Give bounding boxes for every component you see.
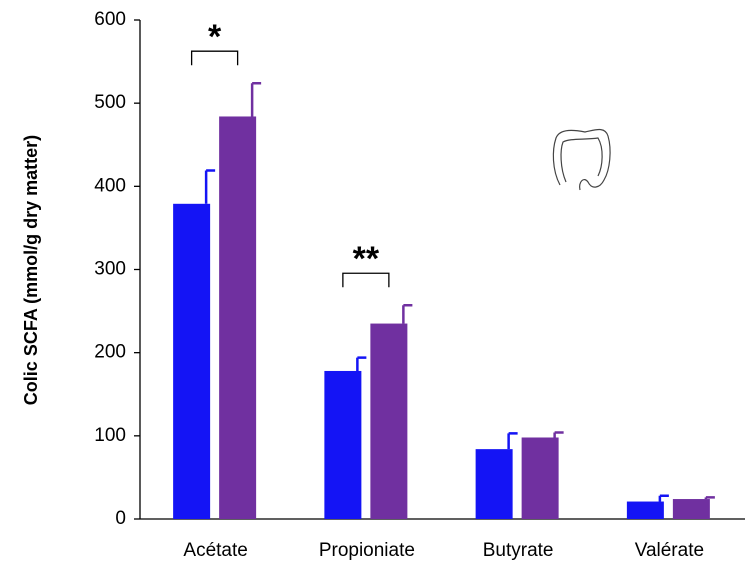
bar — [521, 437, 559, 519]
y-tick-label: 0 — [115, 508, 126, 529]
colon-icon — [552, 128, 611, 191]
error-bar — [507, 432, 518, 450]
bar — [219, 116, 257, 520]
bar — [672, 499, 710, 519]
error-bar — [250, 81, 262, 117]
significance-label: * — [208, 18, 222, 56]
y-tick-label: 200 — [94, 342, 126, 363]
y-tick-label: 600 — [94, 9, 126, 30]
error-bar — [356, 356, 367, 371]
y-tick-label: 400 — [94, 175, 126, 196]
significance-label: ** — [353, 240, 380, 278]
y-tick-label: 300 — [94, 259, 126, 280]
error-bar — [553, 431, 564, 438]
significance-bracket — [190, 50, 239, 66]
y-tick-label: 500 — [94, 92, 126, 113]
error-bar — [402, 304, 413, 324]
x-tick-label: Propioniate — [319, 540, 415, 561]
bar — [626, 501, 664, 519]
bar — [475, 449, 513, 519]
x-tick-label: Butyrate — [483, 540, 554, 561]
error-bar — [704, 496, 715, 500]
bar — [370, 323, 408, 519]
x-tick-label: Acétate — [183, 540, 247, 561]
error-bar — [204, 169, 216, 204]
y-axis-label: Colic SCFA (mmol/g dry matter) — [21, 135, 41, 405]
significance-bracket — [342, 272, 390, 288]
y-tick-label: 100 — [94, 425, 126, 446]
bar — [324, 370, 362, 519]
x-tick-label: Valérate — [635, 540, 704, 561]
error-bar — [658, 494, 669, 502]
bar — [173, 203, 211, 519]
